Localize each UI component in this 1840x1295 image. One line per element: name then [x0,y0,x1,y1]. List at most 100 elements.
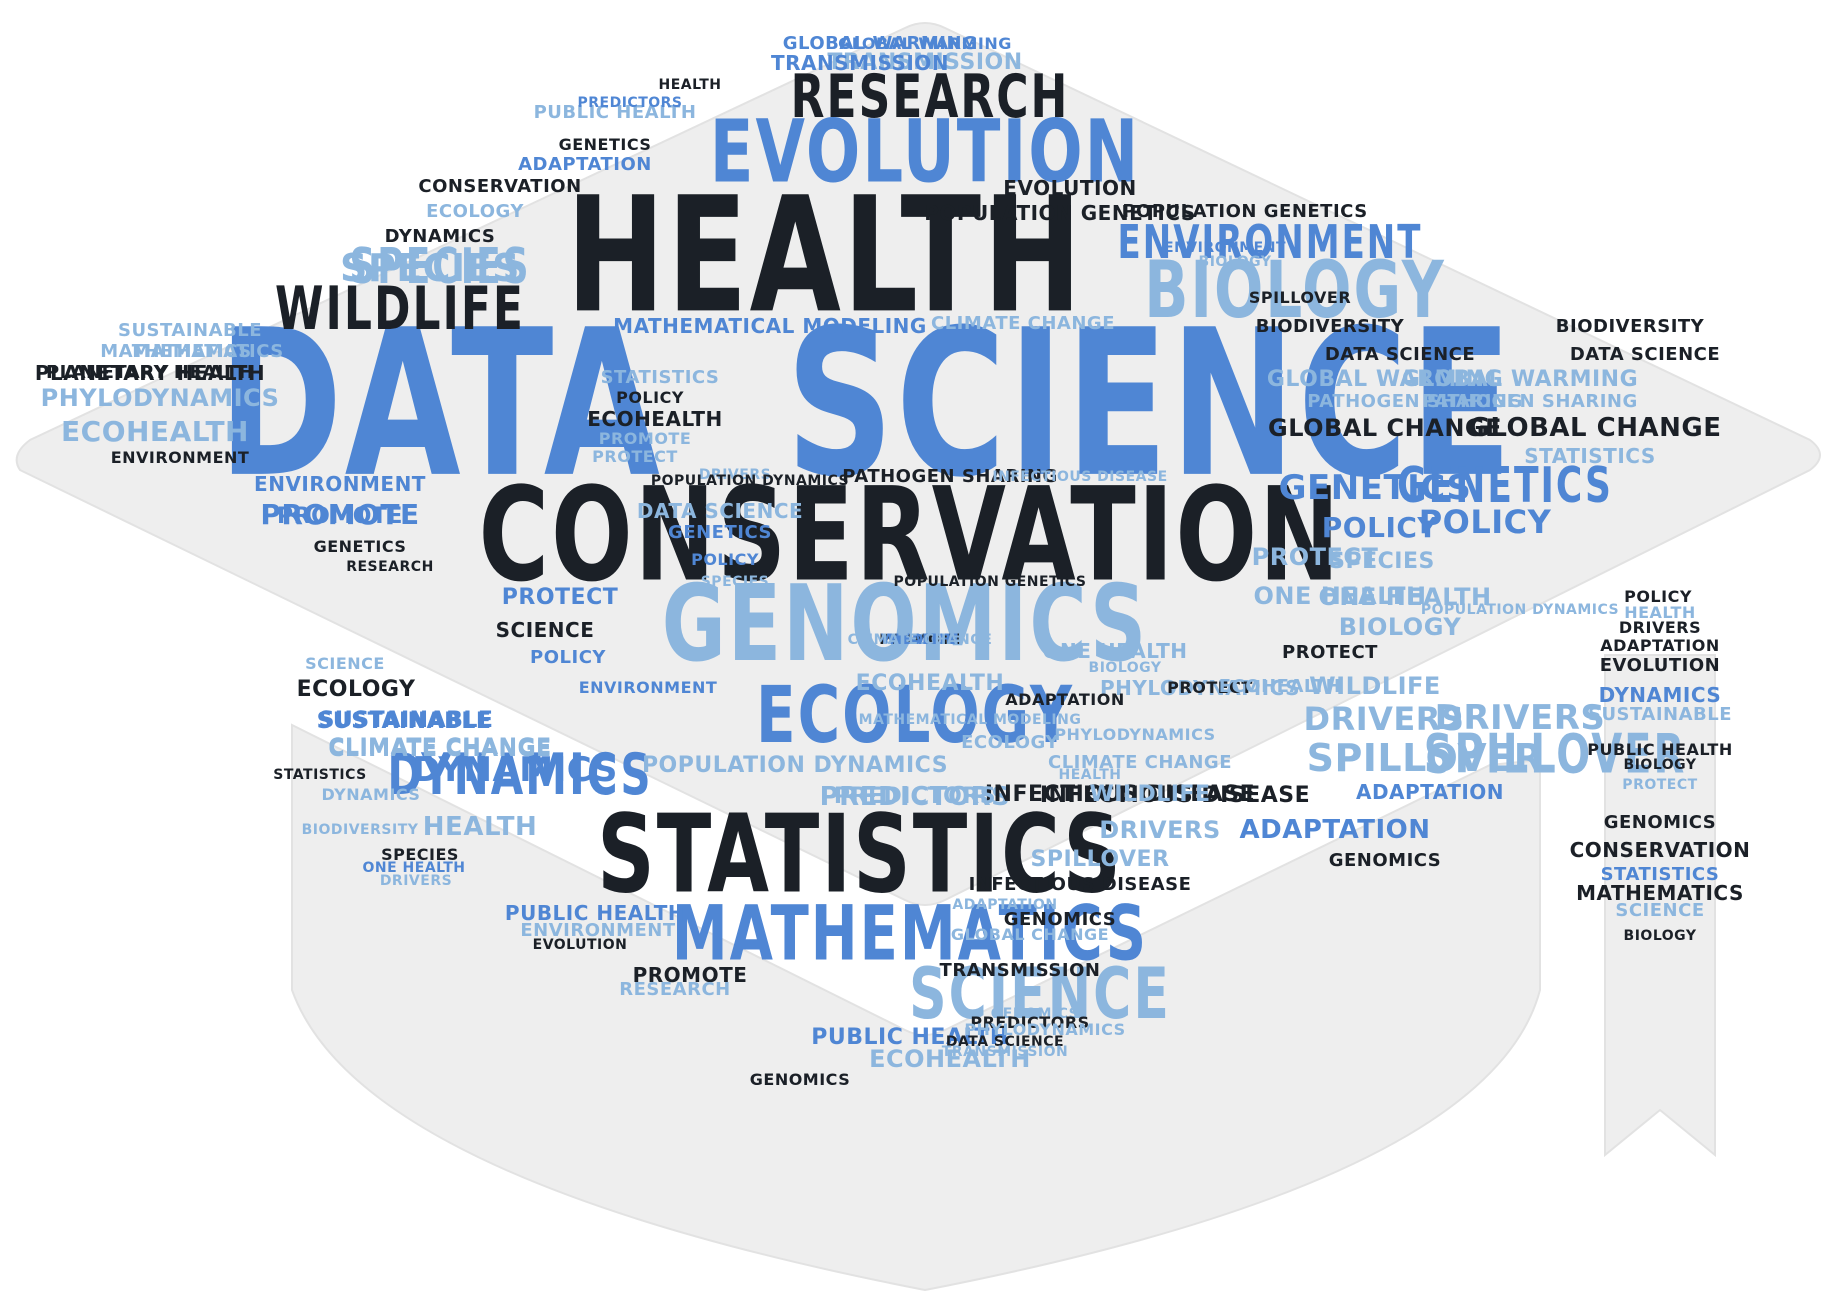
word-protect: PROTECT [1282,642,1378,663]
word-infectious-disease: INFECTIOUS DISEASE [984,782,1256,807]
word-sustainable: SUSTAINABLE [318,708,494,733]
word-genomics: GENOMICS [990,1006,1080,1022]
word-health: HEALTH [566,161,1084,349]
word-biology: BIOLOGY [1623,928,1697,944]
word-policy: POLICY [1321,511,1439,544]
word-adaptation: ADAPTATION [1355,780,1505,804]
word-science: SCIENCE [785,287,1515,523]
word-policy: POLICY [616,388,684,407]
word-evolution: EVOLUTION [532,937,628,953]
word-health: HEALTH [658,77,722,93]
word-genetics: GENETICS [1278,468,1472,508]
word-health: HEALTH [1058,767,1122,783]
word-genomics: GENOMICS [1603,812,1717,833]
word-genetics: GENETICS [668,522,772,543]
word-statistics: STATISTICS [597,791,1123,918]
word-species: SPECIES [339,246,521,290]
word-genomics: GENOMICS [661,564,1149,686]
word-evolution: EVOLUTION [1599,655,1721,676]
word-conservation: CONSERVATION [478,459,1342,611]
word-protect: PROTECT [592,447,678,466]
word-pathogen-sharing: PATHOGEN SHARING [1422,391,1638,412]
word-data: DATA [218,287,662,523]
word-ecohealth: ECOHEALTH [61,415,249,448]
word-promote: PROMOTE [598,429,692,448]
word-phylodynamics: PHYLODYNAMICS [1099,676,1301,700]
word-drivers: DRIVERS [698,467,772,483]
word-sustainable: SUSTAINABLE [117,320,263,341]
word-pathogen-sharing: PATHOGEN SHARING [842,466,1058,487]
word-spillover: SPILLOVER [1423,723,1687,787]
word-ecohealth: ECOHEALTH [1218,676,1342,697]
word-transmission: TRANSMISSION [939,960,1101,981]
word-biodiversity: BIODIVERSITY [1255,316,1405,337]
word-mathematics: MATHEMATICS [100,341,252,362]
word-global-change: GLOBAL CHANGE [950,925,1110,944]
word-research: RESEARCH [619,979,731,1000]
word-drivers: DRIVERS [379,873,453,889]
word-protect: PROTECT [1251,543,1379,571]
word-statistics: STATISTICS [1524,444,1656,468]
word-public-health: PUBLIC HEALTH [533,102,697,123]
word-biology: BIOLOGY [1144,244,1446,336]
word-drivers: DRIVERS [1434,698,1606,738]
word-evolution: EVOLUTION [1003,176,1137,200]
word-adaptation: ADAPTATION [518,154,652,175]
word-species: SPECIES [700,574,770,590]
word-genomics: GENOMICS [749,1070,851,1089]
word-global-warming: GLOBAL WARMING [782,33,978,54]
word-predictors: PREDICTORS [970,1013,1090,1032]
word-public-health: PUBLIC HEALTH [1587,740,1733,759]
word-transmission: TRANSMISSION [941,1044,1069,1060]
word-biodiversity: BIODIVERSITY [1555,316,1705,337]
word-public-health: PUBLIC HEALTH [504,901,686,925]
word-promote: PROMOTE [632,963,748,987]
word-drivers: DRIVERS [1303,700,1465,738]
word-phylodynamics: PHYLODYNAMICS [964,1020,1126,1039]
word-climate-change: CLIMATE CHANGE [328,737,552,762]
word-wildlife: WILDLIFE [1089,782,1211,807]
word-genetics: GENETICS [558,135,652,154]
word-planetary-health: PLANETARY HEALTH [45,362,255,383]
word-one-health: ONE HEALTH [1253,582,1427,610]
word-dynamics: DYNAMICS [1598,683,1722,707]
word-climate-change: CLIMATE CHANGE [847,632,993,648]
word-predictors: PREDICTORS [833,784,997,809]
word-protect: PROTECT [501,585,619,610]
word-wildlife: WILDLIFE [1309,672,1441,700]
word-one-health: ONE HEALTH [1042,639,1188,663]
word-population-genetics: POPULATION GENETICS [1122,201,1368,222]
tassel-ribbon [1604,654,1716,1158]
word-phylodynamics: PHYLODYNAMICS [40,384,280,412]
word-health: HEALTH [422,812,538,842]
word-health: HEALTH [888,632,952,648]
word-public-health: PUBLIC HEALTH [811,1025,1009,1050]
word-statistics: STATISTICS [273,767,367,783]
word-policy: POLICY [530,647,606,668]
word-genetics: GENETICS [1397,458,1613,514]
word-mathematical-modeling: MATHEMATICAL MODELING [613,314,927,338]
word-climate-change: CLIMATE CHANGE [930,313,1116,334]
word-population-dynamics: POPULATION DYNAMICS [1420,602,1620,618]
word-transmission: TRANSMISSION [770,51,950,75]
word-global-change: GLOBAL CHANGE [1267,414,1503,442]
word-dynamics: DYNAMICS [384,226,496,247]
word-ecohealth: ECOHEALTH [587,407,723,431]
word-wildlife: WILDLIFE [880,632,960,648]
word-dynamics: DYNAMICS [321,785,421,804]
word-predictors: PREDICTORS [577,95,683,111]
word-policy: POLICY [691,550,759,569]
word-conservation: CONSERVATION [1569,838,1751,862]
word-species: SPECIES [381,845,459,864]
word-promote: PROMOTE [277,504,403,529]
word-policy: POLICY [1624,587,1692,606]
word-science: SCIENCE [305,654,385,673]
word-evolution: EVOLUTION [709,103,1141,203]
word-protect: PROTECT [1622,777,1698,793]
word-dynamics: DYNAMICS [387,741,653,808]
word-adaptation: ADAPTATION [1239,815,1431,845]
word-population-dynamics: POPULATION DYNAMICS [650,473,850,489]
word-environment: ENVIRONMENT [520,920,676,941]
